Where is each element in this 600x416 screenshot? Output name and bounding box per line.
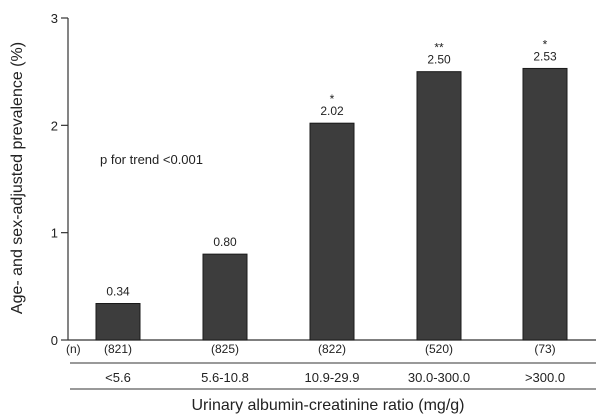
n-value-label: (821) [104, 342, 132, 356]
n-value-label: (825) [211, 342, 239, 356]
significance-marker: * [330, 92, 335, 106]
bar-labels: 0.340.802.02*2.50**2.53* [106, 37, 557, 298]
y-axis-title: Age- and sex-adjusted prevalence (%) [9, 42, 26, 314]
bar [522, 67, 568, 341]
n-value-label: (73) [534, 342, 555, 356]
x-tick-label: 30.0-300.0 [408, 370, 470, 385]
value-label: 0.80 [213, 235, 237, 249]
y-tick-label: 3 [51, 11, 58, 26]
value-label: 2.02 [320, 104, 344, 118]
x-tick-label: 10.9-29.9 [305, 370, 360, 385]
significance-marker: ** [434, 41, 444, 55]
value-label: 0.34 [106, 285, 130, 299]
trend-annotation: p for trend <0.001 [100, 152, 203, 167]
x-axis: (821) <5.6 (825) 5.6-10.8 (822) 10.9-29.9 (520… [68, 339, 596, 390]
value-label: 2.50 [427, 53, 451, 67]
bar [202, 253, 248, 341]
y-axis: 0 1 2 3 [51, 11, 69, 348]
bar [416, 71, 462, 341]
value-label: 2.53 [533, 49, 557, 63]
bar [95, 303, 141, 341]
n-value-label: (822) [318, 342, 346, 356]
bar [309, 122, 355, 341]
n-value-label: (520) [425, 342, 453, 356]
y-tick-label: 1 [51, 226, 58, 241]
x-tick-label: >300.0 [525, 370, 565, 385]
n-label: (n) [66, 342, 81, 356]
x-tick-label: 5.6-10.8 [201, 370, 249, 385]
x-tick-label: <5.6 [105, 370, 131, 385]
x-axis-title: Urinary albumin-creatinine ratio (mg/g) [192, 397, 465, 414]
y-tick-label: 2 [51, 118, 58, 133]
bars [95, 67, 568, 341]
y-tick-label: 0 [51, 333, 58, 348]
significance-marker: * [543, 37, 548, 51]
